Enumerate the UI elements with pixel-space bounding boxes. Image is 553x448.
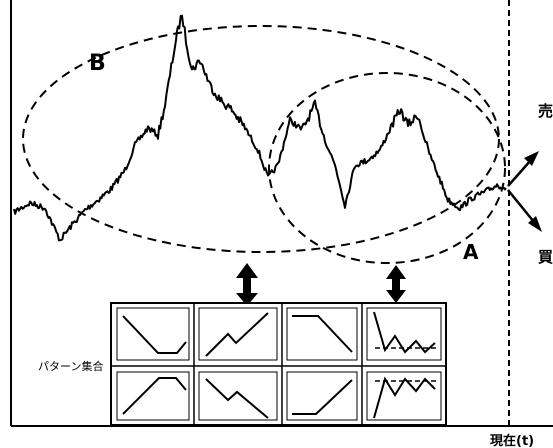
region-b-ellipse — [22, 25, 500, 253]
pattern-v-bottom — [122, 315, 187, 354]
double-arrow-icon — [236, 263, 258, 306]
current-time-label: 現在(t) — [490, 433, 534, 448]
region-a-ellipse — [268, 72, 506, 264]
pattern-double-fall — [205, 378, 269, 419]
pattern-double-rise — [205, 312, 269, 357]
pattern-set-panel — [110, 302, 447, 426]
region-b-label: B — [89, 51, 106, 76]
buy-arrow-icon — [507, 189, 542, 232]
region-a-label: A — [463, 240, 479, 264]
pattern-top-plateau — [122, 377, 187, 415]
pattern-set-label: パターン集合 — [38, 359, 103, 373]
pattern-flat-then-fall — [292, 315, 353, 353]
sell-label: 売 — [538, 102, 553, 120]
sell-arrow-icon — [507, 151, 539, 187]
pattern-flat-then-rise — [292, 379, 353, 415]
pattern-range-bound-up — [373, 376, 436, 419]
price-series-line — [13, 14, 507, 242]
buy-label: 買 — [538, 248, 553, 266]
pattern-range-bound-down — [373, 311, 436, 354]
double-arrow-icon — [386, 265, 406, 303]
